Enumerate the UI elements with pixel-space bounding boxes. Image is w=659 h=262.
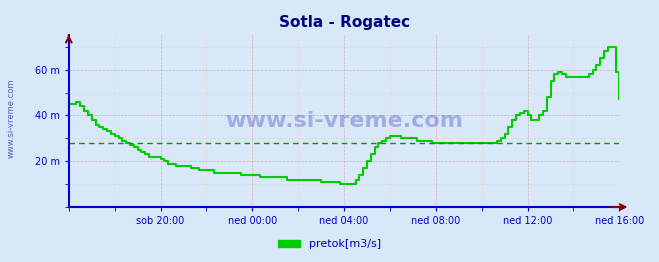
Legend: pretok[m3/s]: pretok[m3/s] [273, 235, 386, 254]
Text: www.si-vreme.com: www.si-vreme.com [225, 111, 463, 131]
Text: www.si-vreme.com: www.si-vreme.com [7, 78, 16, 158]
Title: Sotla - Rogatec: Sotla - Rogatec [279, 15, 410, 30]
